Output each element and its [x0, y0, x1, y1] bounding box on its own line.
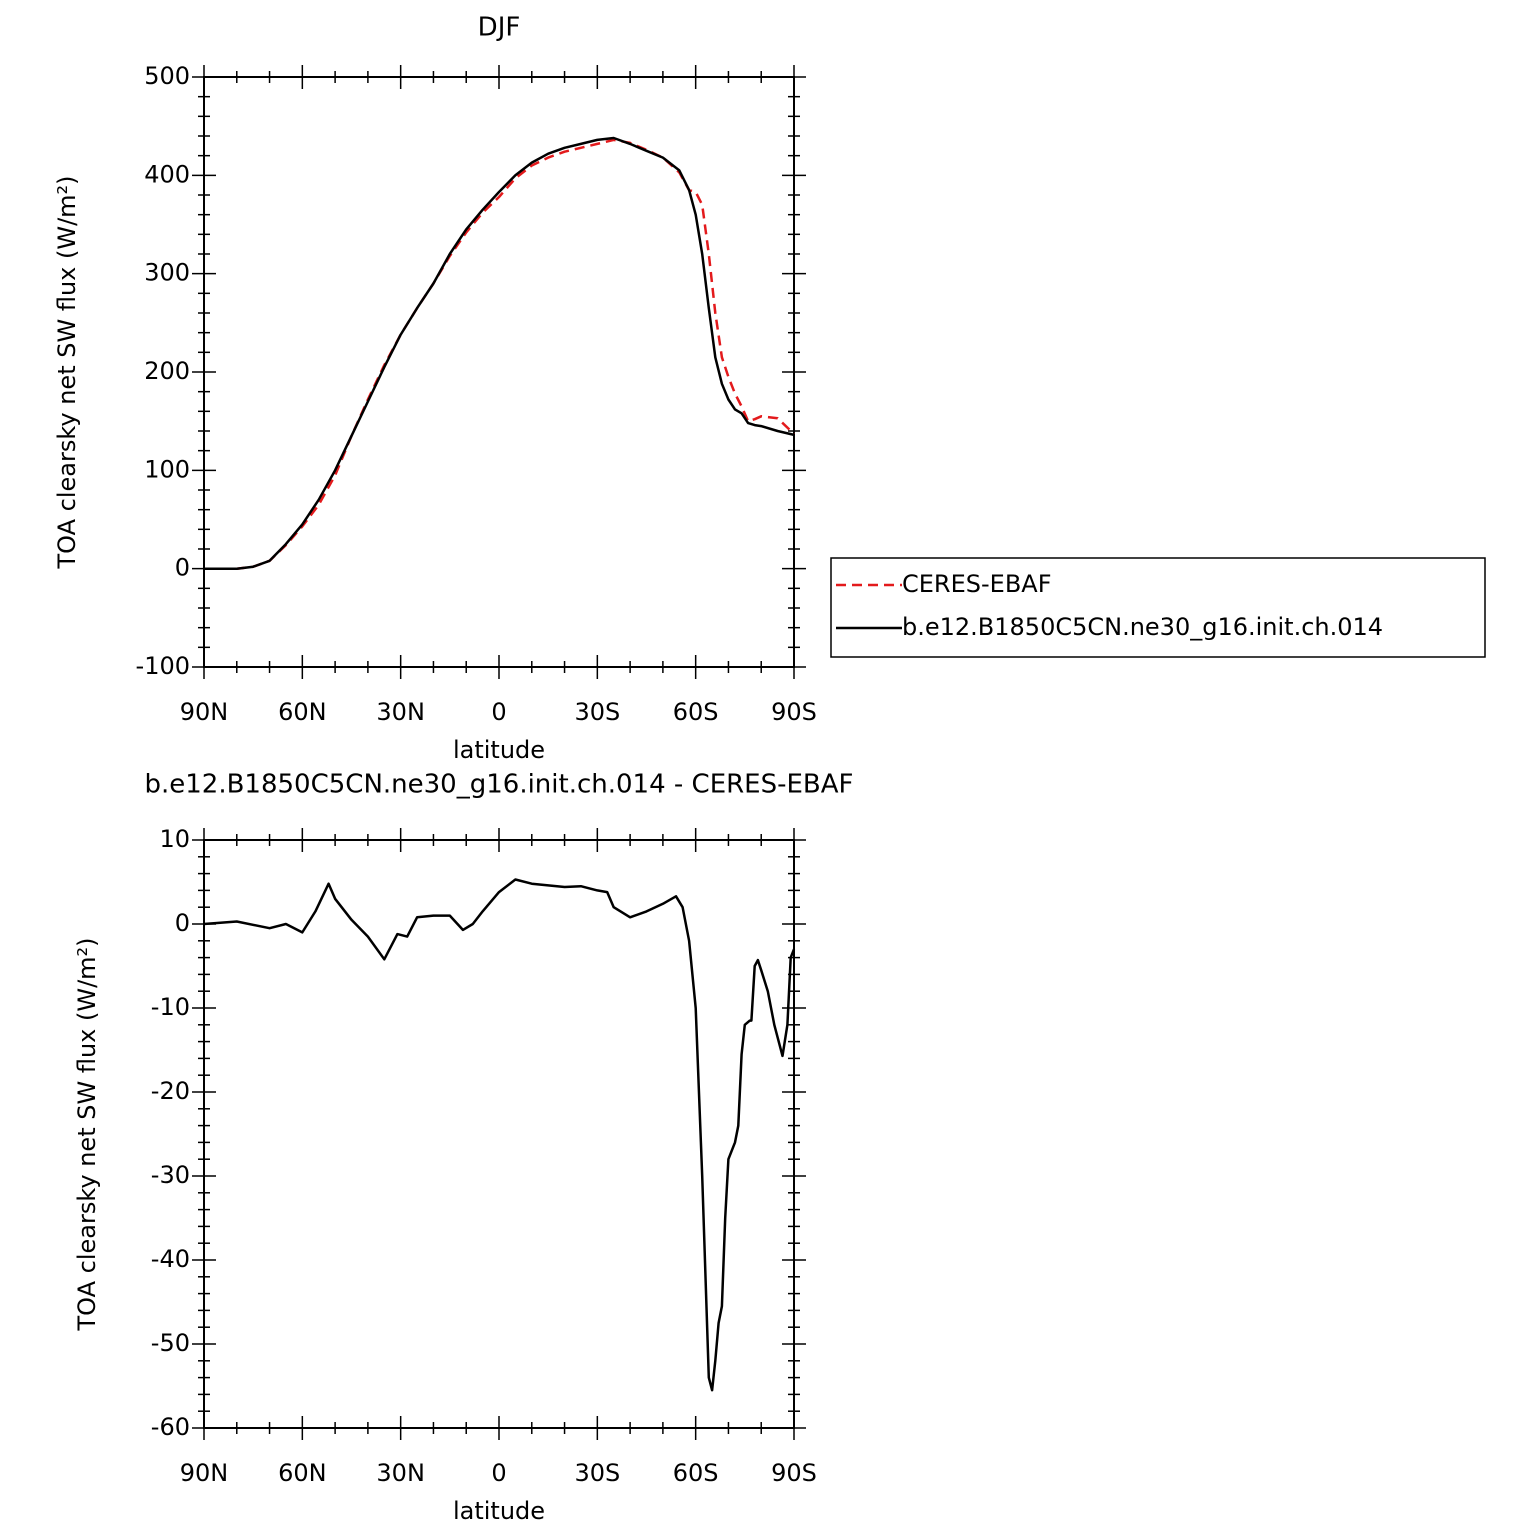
y-tick-label: -100 — [136, 652, 190, 680]
series-line — [204, 138, 795, 570]
chart-title: DJF — [478, 13, 521, 43]
y-tick-label: 400 — [144, 160, 190, 188]
x-tick-label: 30N — [376, 698, 425, 726]
x-tick-label: 0 — [491, 1459, 506, 1487]
x-tick-label: 90N — [180, 698, 229, 726]
y-tick-label: 100 — [144, 455, 190, 483]
y-tick-label: -20 — [151, 1077, 190, 1105]
y-tick-label: 0 — [175, 909, 190, 937]
x-tick-label: 60N — [278, 1459, 327, 1487]
y-tick-label: 10 — [159, 825, 190, 853]
legend-box — [830, 557, 1486, 658]
x-axis-label: latitude — [453, 1497, 545, 1525]
x-tick-label: 60N — [278, 698, 327, 726]
legend-label: b.e12.B1850C5CN.ne30_g16.init.ch.014 — [902, 613, 1383, 641]
y-tick-label: 0 — [175, 554, 190, 582]
x-tick-label: 60S — [673, 698, 719, 726]
x-tick-label: 30S — [574, 698, 620, 726]
x-tick-label: 0 — [491, 698, 506, 726]
series-line — [204, 136, 795, 570]
x-tick-label: 30S — [574, 1459, 620, 1487]
y-tick-label: -30 — [151, 1161, 190, 1189]
legend-label: CERES-EBAF — [902, 570, 1052, 598]
y-axis-label: TOA clearsky net SW flux (W/m²) — [53, 175, 81, 569]
series-line — [203, 878, 796, 1392]
y-tick-label: -60 — [151, 1413, 190, 1441]
y-tick-label: -40 — [151, 1245, 190, 1273]
x-tick-label: 60S — [673, 1459, 719, 1487]
y-tick-label: -10 — [151, 993, 190, 1021]
x-tick-label: 90S — [771, 698, 817, 726]
x-tick-label: 30N — [376, 1459, 425, 1487]
x-tick-label: 90N — [180, 1459, 229, 1487]
plot-frame — [203, 76, 795, 668]
y-tick-label: 300 — [144, 259, 190, 287]
chart-title: b.e12.B1850C5CN.ne30_g16.init.ch.014 - C… — [144, 770, 853, 800]
y-axis-label: TOA clearsky net SW flux (W/m²) — [73, 937, 101, 1331]
y-tick-label: -50 — [151, 1329, 190, 1357]
x-axis-label: latitude — [453, 736, 545, 764]
x-tick-label: 90S — [771, 1459, 817, 1487]
y-tick-label: 500 — [144, 62, 190, 90]
y-tick-label: 200 — [144, 357, 190, 385]
